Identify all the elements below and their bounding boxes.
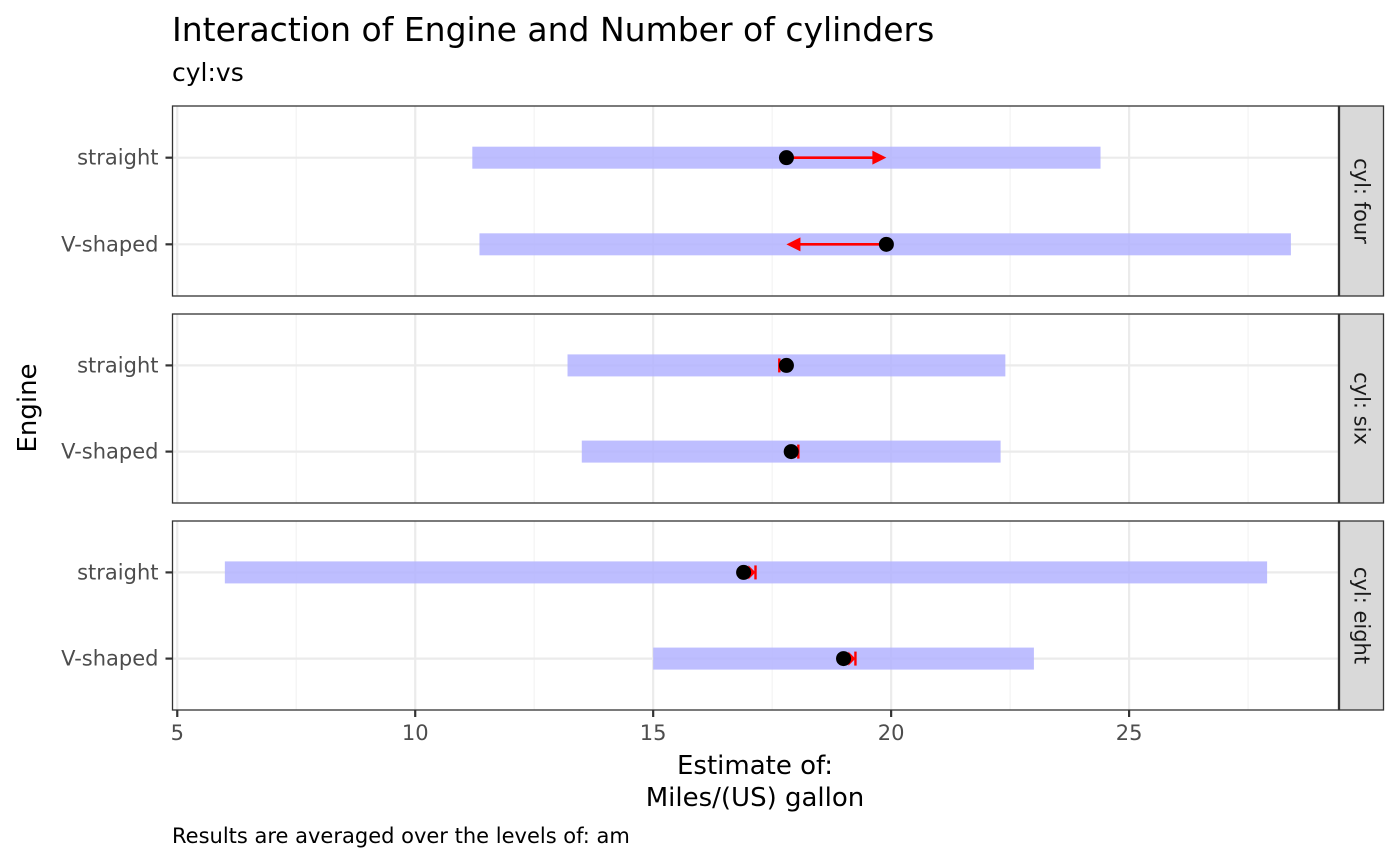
point-estimate [783, 444, 799, 460]
x-axis-label-line-2: Miles/(US) gallon [645, 783, 865, 813]
y-axis-label: Engine [13, 363, 43, 453]
facet-strip-label: cyl: eight [1350, 567, 1374, 664]
x-axis-label: Estimate of: Miles/(US) gallon [172, 750, 1338, 814]
facet-strip [1338, 105, 1385, 297]
point-estimate [836, 651, 852, 667]
facet-strip [1338, 313, 1385, 504]
y-tick-label: V-shaped [61, 440, 158, 464]
x-tick-label: 5 [171, 721, 184, 745]
point-estimate [778, 150, 794, 166]
comparison-arrowhead [748, 565, 756, 580]
chart-caption: Results are averaged over the levels of:… [172, 824, 630, 848]
y-tick-label: straight [77, 146, 158, 170]
point-estimate [878, 236, 894, 252]
x-tick-label: 20 [878, 721, 905, 745]
comparison-arrowhead [848, 651, 856, 666]
chart-title: Interaction of Engine and Number of cyli… [172, 10, 935, 49]
x-axis-label-line-1: Estimate of: [677, 751, 833, 781]
panel-background [172, 106, 1339, 296]
comparison-arrowhead [872, 150, 887, 165]
y-tick-label: straight [77, 353, 158, 377]
panel-border [171, 105, 1340, 297]
x-tick-label: 15 [640, 721, 667, 745]
x-tick-label: 25 [1116, 721, 1143, 745]
y-tick-label: V-shaped [61, 647, 158, 671]
x-tick-label: 10 [402, 721, 429, 745]
panel-border [171, 520, 1340, 711]
point-estimate [736, 564, 752, 580]
panel-background [172, 314, 1339, 503]
y-tick-label: straight [77, 560, 158, 584]
panel-background [172, 521, 1339, 710]
facet-strip-label: cyl: four [1350, 158, 1374, 244]
facet-strip [1338, 520, 1385, 711]
panel-border [171, 313, 1340, 504]
facet-strip-label: cyl: six [1350, 372, 1374, 445]
comparison-arrowhead [786, 237, 801, 252]
point-estimate [778, 357, 794, 373]
chart-subtitle: cyl:vs [172, 58, 244, 87]
y-tick-label: V-shaped [61, 232, 158, 256]
